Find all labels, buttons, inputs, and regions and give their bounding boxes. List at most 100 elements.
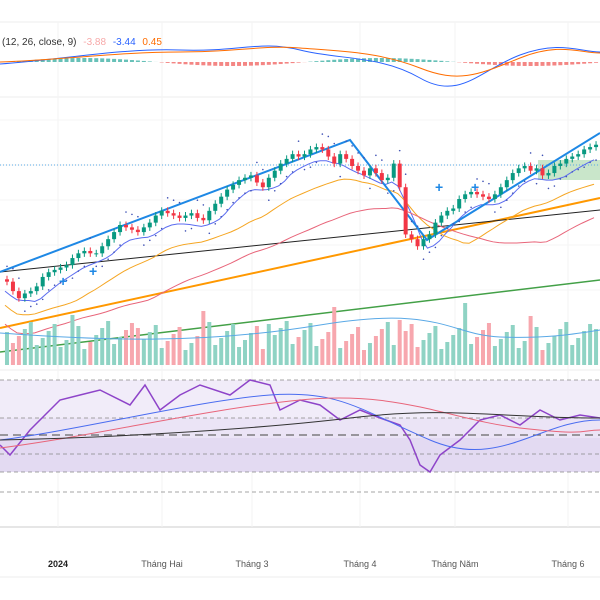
macd-histogram-bar bbox=[570, 62, 575, 65]
sar-dot bbox=[71, 277, 74, 279]
sar-dot bbox=[137, 215, 139, 218]
ma50-line bbox=[4, 207, 595, 335]
macd-histogram-bar bbox=[243, 62, 247, 66]
ma200-line bbox=[0, 209, 600, 273]
volume-bar bbox=[195, 336, 200, 365]
volume-bar bbox=[16, 336, 21, 365]
candle-body bbox=[213, 203, 218, 211]
sar-dot bbox=[571, 171, 574, 173]
volume-bar bbox=[344, 341, 349, 365]
macd-histogram-bar bbox=[391, 58, 396, 62]
macd-histogram-bar bbox=[516, 62, 521, 66]
candle-body bbox=[231, 184, 236, 190]
candle-body bbox=[64, 265, 69, 268]
sar-dot bbox=[143, 244, 145, 246]
sar-dot bbox=[339, 175, 342, 178]
macd-histogram-bar bbox=[534, 62, 539, 66]
volume-bar bbox=[124, 330, 128, 365]
volume-bar bbox=[588, 324, 593, 365]
sar-dot bbox=[357, 152, 359, 154]
candle-body bbox=[5, 279, 9, 282]
macd-histogram-bar bbox=[129, 60, 134, 62]
sar-dot bbox=[190, 227, 193, 230]
volume-bar bbox=[439, 349, 444, 365]
macd-histogram-bar bbox=[278, 62, 283, 65]
macd-histogram-bar bbox=[320, 60, 325, 62]
candle-body bbox=[504, 180, 509, 188]
volume-bar bbox=[183, 350, 188, 365]
sar-dot bbox=[232, 201, 234, 204]
candle-body bbox=[373, 168, 378, 174]
volume-bar bbox=[385, 322, 390, 365]
sar-dot bbox=[59, 282, 62, 284]
volume-bar bbox=[290, 344, 295, 365]
macd-histogram-bar bbox=[552, 62, 557, 66]
volume-bar bbox=[469, 344, 474, 365]
volume-bar bbox=[570, 345, 575, 365]
sar-dot bbox=[410, 220, 413, 223]
cross-marker-icon: + bbox=[435, 179, 443, 195]
cross-marker-icon: + bbox=[59, 273, 67, 289]
macd-histogram-bar bbox=[213, 62, 218, 66]
candle-body bbox=[94, 253, 99, 255]
macd-histogram-bar bbox=[403, 58, 408, 62]
macd-histogram-bar bbox=[237, 62, 242, 66]
volume-bar bbox=[22, 329, 27, 365]
sar-dot bbox=[375, 154, 377, 157]
candle-body bbox=[314, 147, 319, 150]
candle-body bbox=[225, 189, 230, 197]
candle-body bbox=[332, 156, 337, 164]
macd-histogram-bar bbox=[594, 62, 599, 63]
volume-bar bbox=[457, 328, 462, 365]
candle-body bbox=[171, 213, 176, 216]
volume-bar bbox=[189, 343, 194, 365]
sar-dot bbox=[428, 251, 431, 253]
rsi-band-upper bbox=[0, 380, 600, 418]
sar-dot bbox=[196, 199, 199, 202]
sar-dot bbox=[470, 206, 472, 209]
ma20-line bbox=[4, 178, 595, 316]
sar-dot bbox=[18, 277, 20, 279]
sar-dot bbox=[511, 192, 514, 194]
volume-bar bbox=[76, 326, 81, 365]
sar-dot bbox=[309, 166, 312, 168]
sar-dot bbox=[95, 265, 98, 268]
sar-dot bbox=[434, 246, 437, 249]
volume-bar bbox=[546, 343, 551, 365]
macd-histogram-bar bbox=[385, 58, 390, 62]
candle-body bbox=[82, 250, 87, 254]
macd-histogram-bar bbox=[141, 60, 146, 62]
volume-bar bbox=[522, 341, 527, 365]
volume-bar bbox=[314, 346, 319, 365]
macd-histogram-bar bbox=[70, 58, 75, 62]
sar-dot bbox=[35, 303, 38, 305]
sar-dot bbox=[250, 189, 252, 192]
volume-bar bbox=[433, 326, 438, 365]
macd-histogram-bar bbox=[40, 59, 45, 62]
macd-histogram-bar bbox=[284, 62, 289, 64]
volume-bar bbox=[100, 328, 105, 365]
candle-body bbox=[421, 239, 426, 247]
sar-dot bbox=[285, 175, 288, 178]
macd-histogram-bar bbox=[546, 62, 551, 66]
candle-body bbox=[28, 291, 33, 294]
sar-dot bbox=[172, 199, 175, 202]
candle-body bbox=[385, 177, 390, 181]
volume-bar bbox=[284, 321, 289, 365]
macd-histogram-bar bbox=[510, 62, 515, 66]
macd-histogram-bar bbox=[112, 58, 117, 62]
macd-histogram-bar bbox=[326, 60, 331, 62]
candle-body bbox=[564, 158, 569, 164]
candle-body bbox=[546, 173, 551, 176]
macd-histogram-bar bbox=[207, 62, 212, 66]
sar-dot bbox=[404, 173, 407, 176]
volume-bar bbox=[320, 339, 325, 365]
candle-body bbox=[284, 158, 289, 164]
sar-dot bbox=[244, 192, 246, 194]
sar-dot bbox=[577, 168, 579, 171]
macd-legend: (12, 26, close, 9) -3.88 -3.44 0.45 bbox=[2, 37, 166, 48]
candle-body bbox=[326, 149, 331, 157]
sar-dot bbox=[446, 227, 449, 230]
macd-histogram-bar bbox=[118, 59, 123, 62]
